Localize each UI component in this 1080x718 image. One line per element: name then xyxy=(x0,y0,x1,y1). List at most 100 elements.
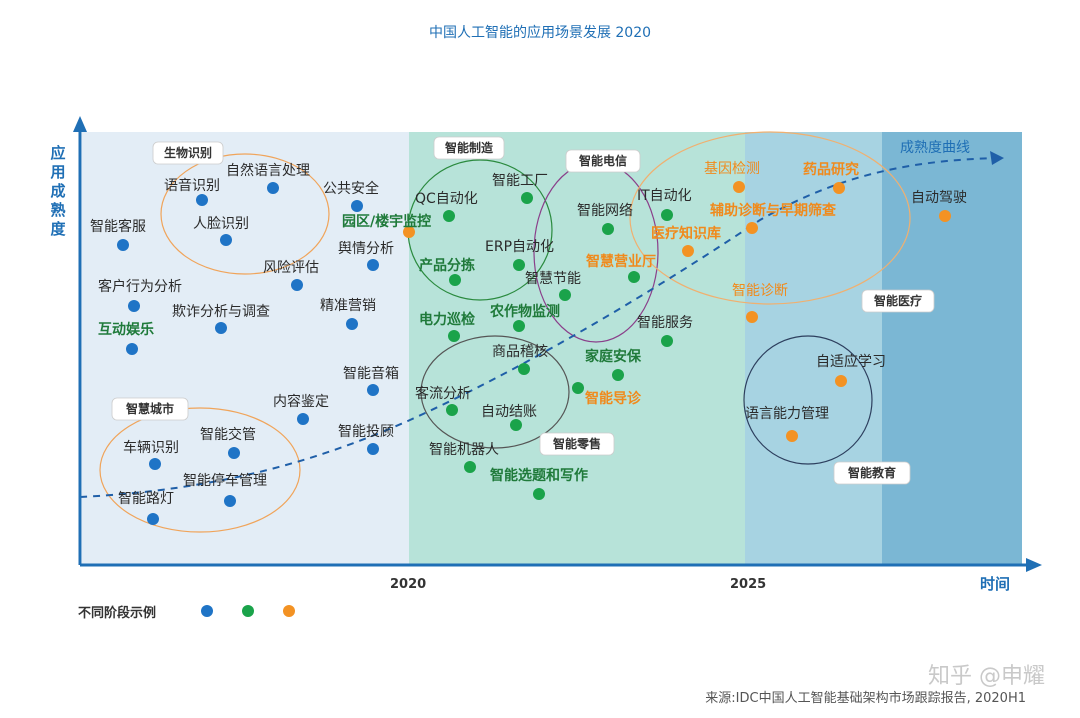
x-axis-label: 时间 xyxy=(980,575,1010,593)
source-note: 来源:IDC中国人工智能基础架构市场跟踪报告, 2020H1 xyxy=(705,690,1026,706)
data-point-dot xyxy=(291,279,303,291)
data-point-dot xyxy=(510,419,522,431)
data-point-label: 药品研究 xyxy=(803,161,859,178)
data-point-dot xyxy=(351,200,363,212)
data-point-label: 电力巡检 xyxy=(419,311,475,328)
group-tag-5 xyxy=(111,397,189,421)
data-point-label: 人脸识别 xyxy=(193,216,249,232)
data-point-dot xyxy=(448,330,460,342)
data-point-label: 智能停车管理 xyxy=(183,472,267,489)
group-tag-7 xyxy=(833,461,911,485)
data-point-dot xyxy=(403,226,415,238)
data-point-label: 欺诈分析与调查 xyxy=(172,304,270,320)
stage-zone-3 xyxy=(745,132,882,564)
data-point-label: 自动结账 xyxy=(481,404,537,420)
data-point-dot xyxy=(746,311,758,323)
x-axis xyxy=(80,558,1042,572)
data-point-dot xyxy=(449,274,461,286)
group-ellipse-7 xyxy=(743,335,873,465)
data-point-label: 农作物监测 xyxy=(489,303,560,320)
data-point-label: 商品稽核 xyxy=(492,344,548,360)
x-tick-2025: 2025 xyxy=(730,577,766,592)
group-label: 智慧城市 xyxy=(125,401,174,416)
curve-label: 成熟度曲线 xyxy=(900,140,970,156)
group-label: 智能制造 xyxy=(444,140,494,155)
data-point-dot xyxy=(518,363,530,375)
data-point-label: 自动驾驶 xyxy=(911,190,967,206)
data-point-dot xyxy=(939,210,951,222)
data-point-label: 智能投顾 xyxy=(338,424,394,440)
data-point-label: 舆情分析 xyxy=(338,241,394,257)
data-point-label: QC自动化 xyxy=(415,191,478,207)
data-point-label: 医疗知识库 xyxy=(651,225,721,242)
data-point-dot xyxy=(733,181,745,193)
data-point-dot xyxy=(367,259,379,271)
data-point-dot xyxy=(513,259,525,271)
group-tag-2 xyxy=(433,136,505,160)
data-point-dot xyxy=(346,318,358,330)
data-point-dot xyxy=(521,192,533,204)
data-point-dot xyxy=(196,194,208,206)
data-point-dot xyxy=(786,430,798,442)
data-point-dot xyxy=(117,239,129,251)
data-point-dot xyxy=(367,384,379,396)
data-point-label: IT自动化 xyxy=(637,188,692,204)
data-point-dot xyxy=(602,223,614,235)
data-point-dot xyxy=(128,300,140,312)
data-point-dot xyxy=(513,320,525,332)
data-point-label: 精准营销 xyxy=(320,298,376,314)
data-point-label: ERP自动化 xyxy=(485,239,554,255)
data-point-label: 智能导诊 xyxy=(584,390,642,407)
data-point-dot xyxy=(267,182,279,194)
maturity-curve xyxy=(79,157,1001,498)
data-point-dot xyxy=(126,343,138,355)
group-ellipse-5 xyxy=(99,407,301,533)
data-point-label: 智能机器人 xyxy=(429,442,499,458)
group-tag-6 xyxy=(539,432,615,456)
data-point-dot xyxy=(661,335,673,347)
data-point-label: 智能诊断 xyxy=(732,283,788,299)
data-point-label: 内容鉴定 xyxy=(273,393,329,410)
data-point-dot xyxy=(367,443,379,455)
data-point-dot xyxy=(297,413,309,425)
group-label: 智能零售 xyxy=(552,436,601,451)
data-point-label: 家庭安保 xyxy=(585,348,642,365)
legend: 不同阶段示例 xyxy=(78,605,295,621)
legend-dot-blue xyxy=(201,605,213,617)
data-point-label: 智能音箱 xyxy=(343,365,399,382)
group-tag-4 xyxy=(861,289,935,313)
data-point-dot xyxy=(446,404,458,416)
data-point-dot xyxy=(443,210,455,222)
data-point-dot xyxy=(224,495,236,507)
group-ellipse-4 xyxy=(629,131,911,305)
curve-arrowhead xyxy=(990,151,1004,165)
y-axis xyxy=(73,116,87,565)
data-point-dot xyxy=(149,458,161,470)
data-point-label: 智能交管 xyxy=(200,426,256,443)
legend-dot-orange xyxy=(283,605,295,617)
data-point-label: 公共安全 xyxy=(323,180,379,197)
data-point-label: 客户行为分析 xyxy=(98,278,182,295)
data-point-dot xyxy=(220,234,232,246)
data-point-label: 智能工厂 xyxy=(492,173,548,189)
group-tag-1 xyxy=(152,141,224,165)
data-point-dot xyxy=(682,245,694,257)
data-point-dot xyxy=(746,222,758,234)
data-point-dot xyxy=(572,382,584,394)
data-point-label: 智能客服 xyxy=(90,218,146,235)
y-axis-label: 应用成熟度 xyxy=(50,144,66,238)
data-point-label: 智能网络 xyxy=(577,203,633,219)
data-point-dot xyxy=(464,461,476,473)
group-label: 智能电信 xyxy=(578,153,627,168)
data-point-label: 辅助诊断与早期筛查 xyxy=(710,202,837,219)
data-point-dot xyxy=(833,182,845,194)
data-point-dot xyxy=(612,369,624,381)
data-point-label: 客流分析 xyxy=(415,385,471,402)
group-label: 生物识别 xyxy=(164,145,212,160)
data-point-dot xyxy=(628,271,640,283)
data-point-label: 智能路灯 xyxy=(118,491,174,507)
data-point-dot xyxy=(228,447,240,459)
